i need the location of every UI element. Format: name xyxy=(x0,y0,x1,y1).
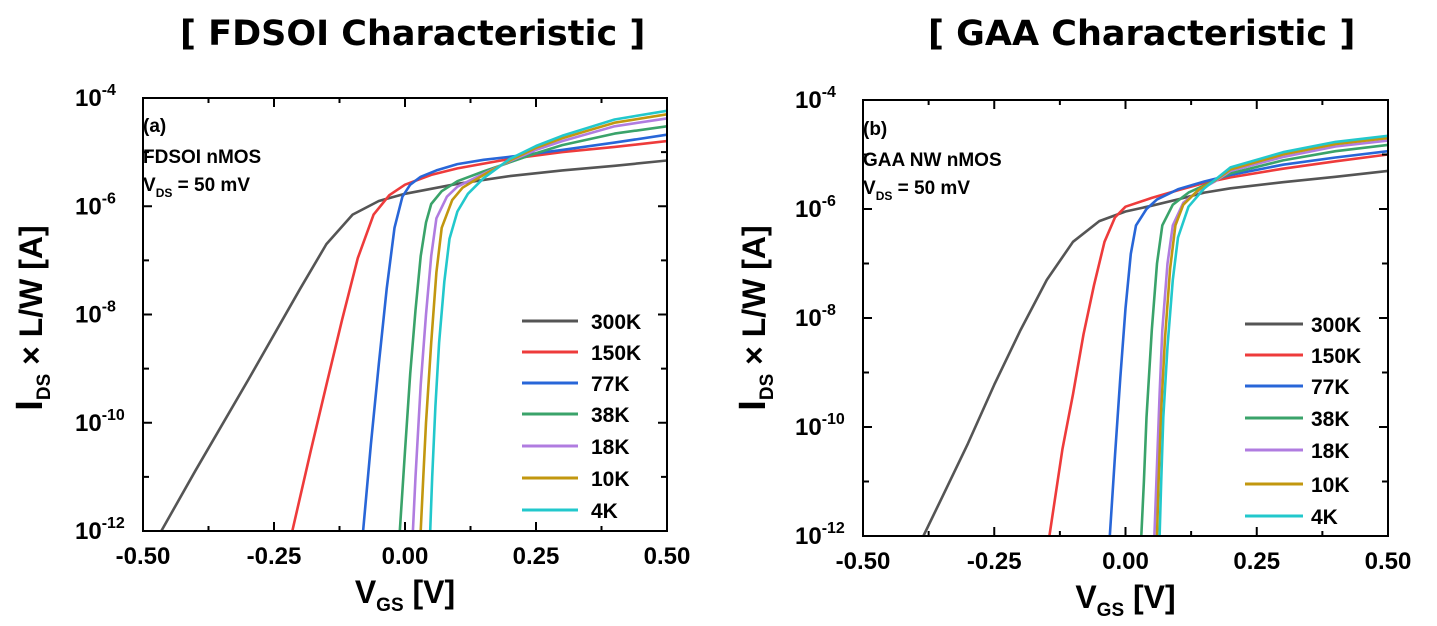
gaa-xtick-label: 0.00 xyxy=(1102,548,1149,575)
fdsoi-ytick-label: 10-8 xyxy=(75,299,116,329)
fdsoi-legend-label-18K: 18K xyxy=(591,436,630,459)
gaa-series-18K xyxy=(1153,139,1388,536)
gaa-legend-label-10K: 10K xyxy=(1311,474,1350,497)
gaa-xtick-label: 0.50 xyxy=(1365,548,1412,575)
fdsoi-legend-label-4K: 4K xyxy=(591,500,618,523)
gaa-legend-label-150K: 150K xyxy=(1311,345,1361,368)
fdsoi-ytick-label: 10-4 xyxy=(75,82,116,112)
gaa-ytick-label: 10-12 xyxy=(795,520,845,550)
right-chart-title: [ GAA Characteristic ] xyxy=(928,14,1356,54)
gaa-ytick-label: 10-6 xyxy=(795,193,836,223)
fdsoi-legend-label-300K: 300K xyxy=(591,311,641,334)
fdsoi-xtick-label: 0.25 xyxy=(513,543,560,570)
fdsoi-legend-label-10K: 10K xyxy=(591,468,630,491)
fdsoi-ytick-label: 10-6 xyxy=(75,190,116,220)
gaa-series-38K xyxy=(1140,143,1388,536)
gaa-legend-label-38K: 38K xyxy=(1311,408,1350,431)
gaa-ytick-label: 10-10 xyxy=(795,411,845,441)
gaa-series-77K xyxy=(1108,149,1388,536)
gaa-note: VDS = 50 mV xyxy=(863,178,970,203)
gaa-legend-label-300K: 300K xyxy=(1311,314,1361,337)
fdsoi-series-38K xyxy=(398,125,667,531)
fdsoi-note: VDS = 50 mV xyxy=(143,175,250,200)
gaa-note: GAA NW nMOS xyxy=(863,150,1002,171)
fdsoi-legend-label-38K: 38K xyxy=(591,404,630,427)
gaa-ytick-label: 10-8 xyxy=(795,302,836,332)
fdsoi-xtick-label: 0.50 xyxy=(644,543,691,570)
fdsoi-xtick-label: 0.00 xyxy=(382,543,429,570)
gaa-panel-label: (b) xyxy=(863,119,887,140)
gaa-series-10K xyxy=(1155,136,1388,536)
gaa-series-4K xyxy=(1158,134,1388,536)
gaa-xaxis-label: VGS [V] xyxy=(1075,579,1175,621)
fdsoi-ytick-label: 10-12 xyxy=(75,515,125,545)
fdsoi-series-18K xyxy=(411,117,667,531)
fdsoi-legend-label-150K: 150K xyxy=(591,342,641,365)
fdsoi-series-4K xyxy=(428,109,667,531)
gaa-xtick-label: 0.25 xyxy=(1233,548,1280,575)
gaa-ytick-label: 10-4 xyxy=(795,84,836,114)
fdsoi-panel-label: (a) xyxy=(143,116,166,137)
fdsoi-xtick-label: -0.25 xyxy=(247,543,302,570)
gaa-series-150K xyxy=(1048,153,1388,536)
fdsoi-xaxis-label: VGS [V] xyxy=(355,574,455,616)
gaa-legend-label-4K: 4K xyxy=(1311,506,1338,529)
left-chart-title: [ FDSOI Characteristic ] xyxy=(180,14,646,54)
gaa-legend-label-77K: 77K xyxy=(1311,376,1350,399)
gaa-legend-label-18K: 18K xyxy=(1311,440,1350,463)
gaa-yaxis-label: IDS × L/W [A] xyxy=(732,225,778,410)
fdsoi-series-150K xyxy=(290,139,667,531)
fdsoi-legend-label-77K: 77K xyxy=(591,373,630,396)
fdsoi-xtick-label: -0.50 xyxy=(116,543,171,570)
fdsoi-series-300K xyxy=(160,159,667,531)
fdsoi-note: FDSOI nMOS xyxy=(143,147,261,168)
gaa-series-300K xyxy=(922,169,1388,536)
gaa-xtick-label: -0.25 xyxy=(967,548,1022,575)
fdsoi-ytick-label: 10-10 xyxy=(75,407,125,437)
fdsoi-series-77K xyxy=(361,133,667,531)
fdsoi-series-10K xyxy=(419,113,667,531)
gaa-xtick-label: -0.50 xyxy=(836,548,891,575)
fdsoi-yaxis-label: IDS × L/W [A] xyxy=(9,225,55,410)
